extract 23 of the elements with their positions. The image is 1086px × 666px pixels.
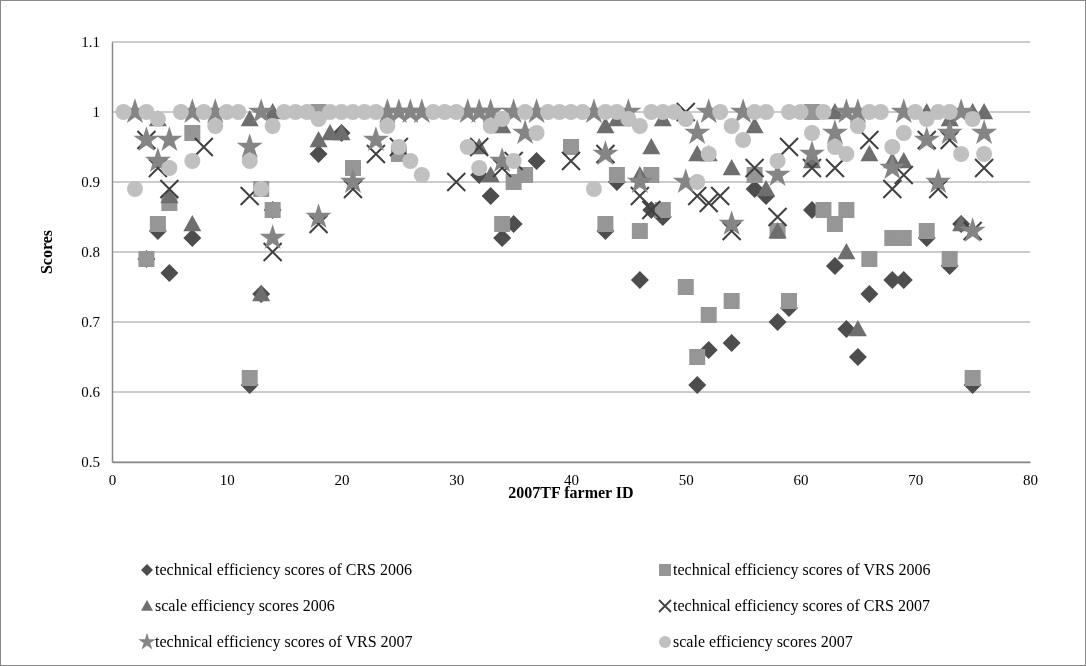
y-tick-label: 0.9 — [81, 174, 100, 191]
x-tick-label: 70 — [908, 471, 924, 488]
y-tick-label: 1.1 — [81, 34, 100, 51]
x-tick-label: 10 — [219, 471, 235, 488]
x-tick-label: 30 — [449, 471, 465, 488]
x-axis-title: 2007TF farmer ID — [508, 484, 634, 501]
y-tick-label: 1 — [92, 104, 100, 121]
x-tick-label: 50 — [678, 471, 694, 488]
y-tick-label: 0.8 — [81, 244, 100, 261]
y-tick-label: 0.5 — [81, 454, 100, 471]
legend-label: technical efficiency scores of CRS 2006 — [155, 561, 412, 579]
x-tick-label: 80 — [1023, 471, 1038, 488]
y-tick-label: 0.6 — [81, 384, 101, 401]
y-axis-title: Scores — [38, 229, 55, 275]
legend-label: technical efficiency scores of VRS 2007 — [155, 633, 413, 651]
legend-label: scale efficiency scores 2006 — [155, 597, 335, 615]
x-tick-label: 60 — [793, 471, 809, 488]
x-tick-label: 0 — [108, 471, 117, 488]
y-tick-label: 0.7 — [81, 314, 101, 331]
legend-label: technical efficiency scores of VRS 2006 — [673, 561, 931, 579]
x-tick-label: 20 — [334, 471, 350, 488]
legend-label: technical efficiency scores of CRS 2007 — [673, 597, 930, 615]
legend-label: scale efficiency scores 2007 — [673, 633, 853, 651]
